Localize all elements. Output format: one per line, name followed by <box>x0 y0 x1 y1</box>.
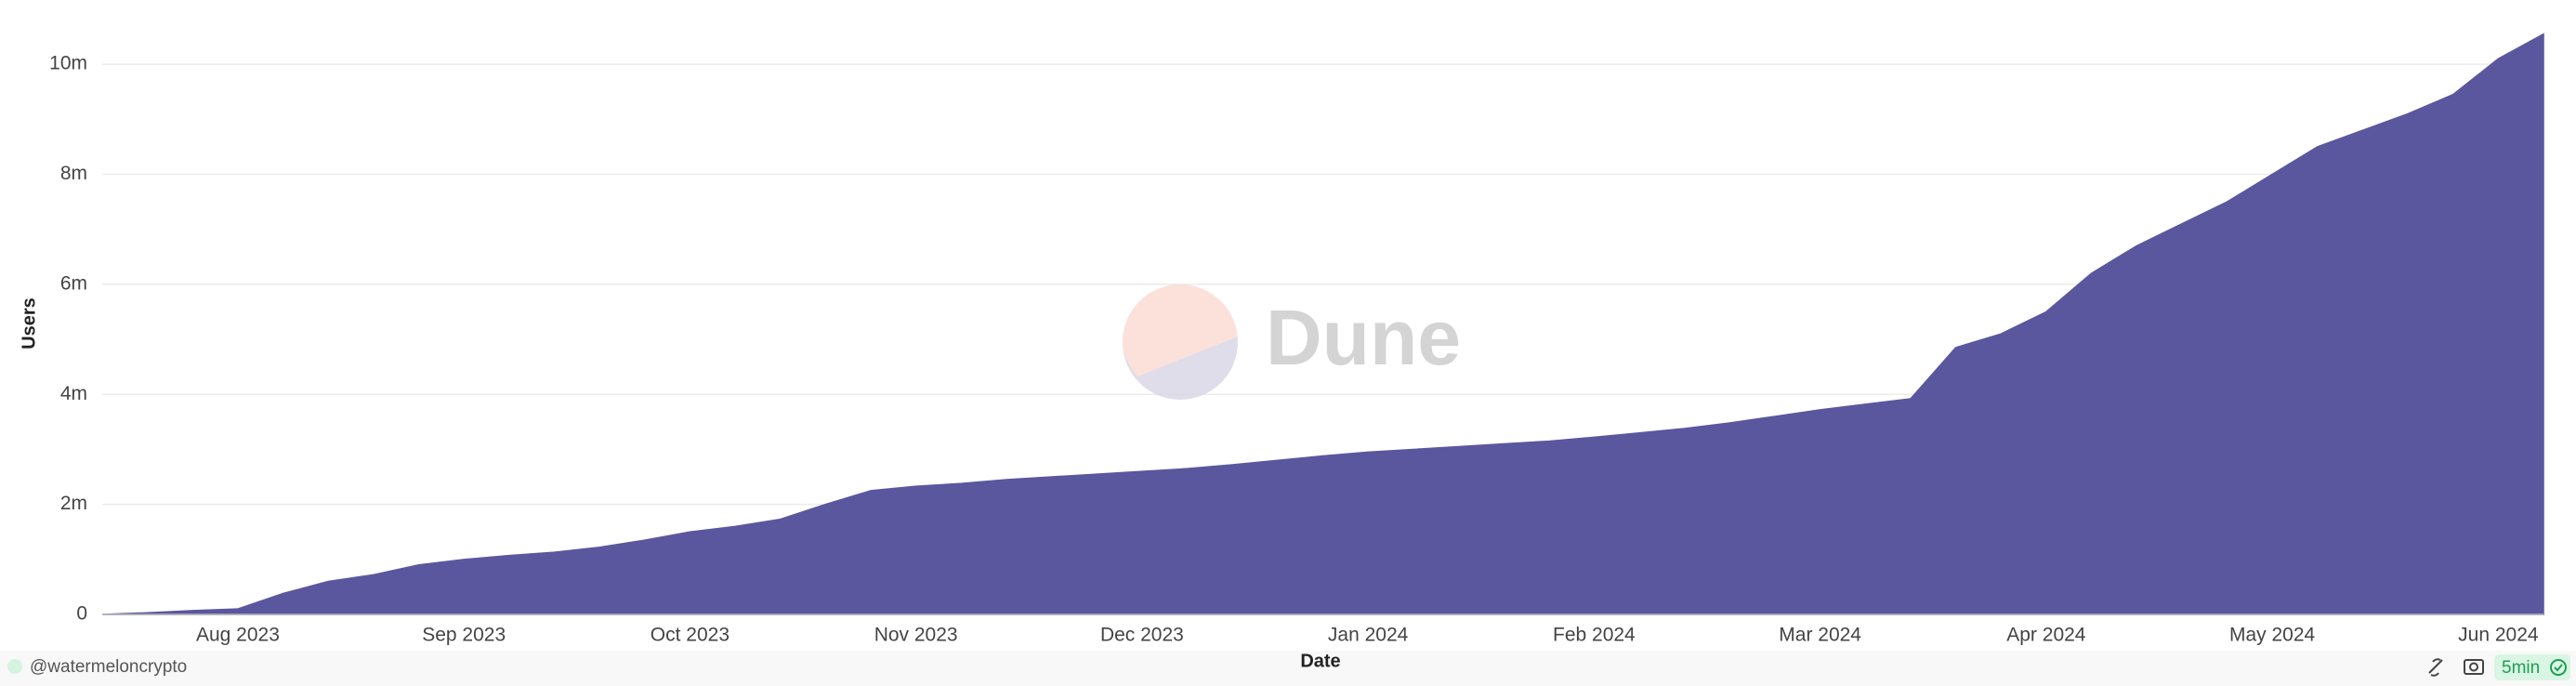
x-tick-label: May 2024 <box>2229 625 2316 646</box>
footer-bar <box>0 651 2576 686</box>
camera-body <box>2464 659 2484 675</box>
x-tick-label: Nov 2023 <box>874 625 958 646</box>
x-axis-label: Date <box>1300 651 1340 671</box>
x-tick-label: Jan 2024 <box>1328 625 1409 646</box>
y-tick-label: 6m <box>60 272 87 294</box>
x-tick-label: Apr 2024 <box>2006 625 2086 646</box>
x-tick-label: Feb 2024 <box>1553 625 1636 646</box>
author[interactable]: @watermeloncrypto <box>30 657 187 677</box>
y-tick-label: 10m <box>49 53 87 74</box>
y-axis-label: Users <box>19 297 39 350</box>
area <box>101 33 2544 615</box>
x-tick-label: Dec 2023 <box>1100 625 1184 646</box>
x-tick-label: Mar 2024 <box>1779 625 1861 646</box>
check-icon <box>2550 659 2567 676</box>
y-tick-label: 0 <box>76 603 87 625</box>
watermark-logo <box>1123 284 1238 400</box>
logo-half <box>1123 284 1238 376</box>
author-dot <box>7 659 22 674</box>
refresh-interval: 5min <box>2502 658 2540 678</box>
y-tick-label: 4m <box>60 383 87 404</box>
watermark-text: Dune <box>1266 294 1461 381</box>
x-tick-label: Sep 2023 <box>422 625 506 646</box>
refresh-icon[interactable] <box>2428 658 2443 677</box>
camera-icon[interactable] <box>2464 659 2484 675</box>
refresh-badge[interactable] <box>2494 654 2570 680</box>
y-tick-label: 2m <box>60 493 87 514</box>
camera-lens <box>2469 662 2478 672</box>
refresh-glyph <box>2428 658 2443 677</box>
check-glyph <box>2554 664 2563 672</box>
y-tick-label: 8m <box>60 163 87 184</box>
x-tick-label: Aug 2023 <box>196 625 280 646</box>
x-tick-label: Jun 2024 <box>2458 625 2539 646</box>
x-tick-label: Oct 2023 <box>651 625 729 646</box>
